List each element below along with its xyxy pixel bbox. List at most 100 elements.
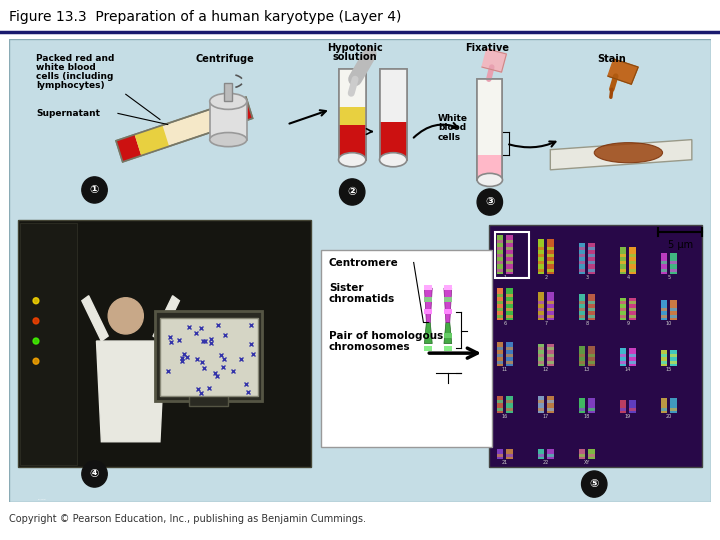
Bar — [506, 288, 513, 320]
Text: 22: 22 — [543, 460, 549, 465]
Bar — [497, 354, 503, 357]
Bar — [477, 79, 503, 180]
Bar — [547, 396, 554, 413]
Bar — [506, 449, 513, 459]
Text: 20: 20 — [666, 414, 672, 418]
Bar — [538, 308, 544, 311]
Text: Centromere: Centromere — [329, 259, 398, 268]
Text: cells (including: cells (including — [36, 72, 113, 81]
Bar — [620, 298, 626, 320]
Bar — [629, 254, 636, 258]
Bar — [547, 401, 554, 403]
Polygon shape — [116, 134, 141, 162]
Text: 13: 13 — [584, 367, 590, 372]
Bar — [444, 346, 451, 350]
Bar — [588, 399, 595, 413]
Text: 11: 11 — [502, 367, 508, 372]
Bar — [661, 354, 667, 357]
Bar — [579, 454, 585, 457]
Text: Supernatant: Supernatant — [36, 110, 100, 118]
Bar — [629, 268, 636, 272]
Bar — [588, 244, 595, 274]
Bar — [210, 102, 247, 140]
Bar — [620, 354, 626, 357]
Bar — [629, 247, 636, 274]
Bar — [379, 69, 407, 122]
Text: Pair of homologous: Pair of homologous — [329, 331, 443, 341]
Bar — [506, 315, 513, 318]
Bar — [424, 298, 432, 302]
Bar — [497, 308, 503, 311]
Bar — [338, 69, 366, 160]
Bar — [477, 155, 503, 180]
Bar — [506, 342, 513, 366]
Bar — [579, 346, 585, 366]
Bar — [160, 318, 258, 396]
Ellipse shape — [338, 153, 366, 167]
Bar — [588, 294, 595, 320]
Bar — [547, 308, 554, 311]
Bar — [547, 315, 554, 318]
Bar — [538, 454, 544, 457]
Bar — [661, 399, 667, 413]
Bar — [547, 239, 554, 274]
Ellipse shape — [210, 93, 247, 110]
Bar — [579, 254, 585, 258]
Bar — [225, 83, 232, 102]
Bar — [506, 247, 513, 251]
Bar — [497, 288, 503, 320]
Bar — [497, 261, 503, 265]
Bar — [629, 301, 636, 304]
Bar — [547, 408, 554, 410]
Bar — [629, 401, 636, 413]
Bar — [538, 254, 544, 258]
Bar — [579, 354, 585, 357]
Bar — [661, 300, 667, 320]
Bar — [670, 399, 678, 413]
Circle shape — [477, 189, 503, 215]
Bar — [579, 247, 585, 251]
Polygon shape — [153, 296, 179, 341]
Bar — [444, 285, 451, 291]
Ellipse shape — [210, 132, 247, 147]
Bar — [497, 235, 503, 274]
Bar — [538, 354, 544, 357]
Bar — [620, 348, 626, 366]
Bar — [497, 240, 503, 244]
Bar — [424, 333, 432, 338]
Bar — [497, 361, 503, 364]
Bar — [497, 449, 503, 459]
Bar — [547, 449, 554, 459]
Text: blood: blood — [438, 124, 467, 132]
Polygon shape — [608, 59, 638, 84]
Bar — [506, 240, 513, 244]
Bar — [538, 268, 544, 272]
Bar — [497, 254, 503, 258]
Bar — [538, 247, 544, 251]
Polygon shape — [482, 49, 506, 72]
Bar — [579, 261, 585, 265]
Bar — [670, 361, 678, 364]
Bar — [538, 344, 544, 366]
Bar — [588, 315, 595, 318]
Ellipse shape — [477, 173, 503, 186]
Circle shape — [33, 338, 39, 344]
Bar — [547, 347, 554, 350]
Text: 19: 19 — [625, 414, 631, 418]
Bar — [588, 454, 595, 457]
Bar — [629, 261, 636, 265]
Text: Centrifuge: Centrifuge — [196, 54, 255, 64]
Bar — [506, 361, 513, 364]
Circle shape — [82, 177, 107, 203]
Bar — [506, 235, 513, 274]
Bar — [379, 69, 407, 160]
Bar — [620, 268, 626, 272]
Polygon shape — [444, 322, 451, 343]
Text: cells: cells — [438, 132, 462, 141]
Bar — [620, 315, 626, 318]
Bar — [661, 253, 667, 274]
Bar — [495, 232, 529, 278]
Polygon shape — [444, 288, 451, 322]
Text: ④: ④ — [90, 469, 99, 479]
Bar — [579, 244, 585, 274]
